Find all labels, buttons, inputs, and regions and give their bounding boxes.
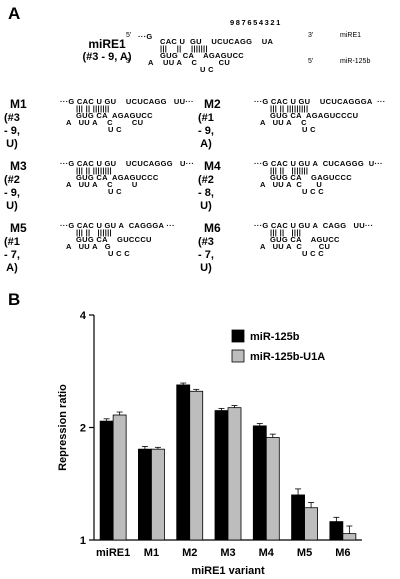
reference-pairs: ||| || ||||||| [160,44,208,53]
variant-bottom-extras: A UU A C CU [260,242,331,251]
y-axis-label: Repression ratio [57,384,69,471]
bar-mir125b [329,521,344,541]
legend-swatch [231,329,245,343]
x-axis-label: miRE1 variant [191,565,265,577]
variant-subname: (#1 - 7, A) [4,236,20,274]
reference-line3: GUG CA AGAGUCC [160,51,245,60]
variant-bottom-strand: GUG CA AGAGUCCCU [270,111,359,120]
reference-label-bottom: miR-125b [340,58,371,65]
x-tick-label: M3 [220,547,235,559]
variant-top-strand: ···G CAC U GU A CAGGGA ··· [60,221,175,230]
bar-mir125b [138,448,152,541]
variant-top-strand: ···G CAC U GU UCUCAGGG U··· [60,159,195,168]
variant-bottom-extras: A UU A G [66,242,111,251]
reference-name: miRE1 [88,37,126,51]
legend-label: miR-125b-U1A [250,351,325,363]
variant-bottom-extras: A UU A C U [66,180,138,189]
variant-pairs: ||| || ||||||| [270,166,309,175]
bar-mir125b [176,384,191,541]
bar-mir125b-u1a [189,390,204,541]
panel-b-letter: B [8,290,21,309]
variant-top-strand: ···G CAC U GU A CAGG UU··· [254,221,374,230]
reference-end-bottom: 5' [308,58,314,65]
x-tick-label: M4 [259,547,275,559]
variant-bottom-strand: GUG CA AGUCC [270,235,340,244]
variant-name: M5 [10,221,27,235]
x-tick-label: M5 [297,547,312,559]
variant-top-strand: ···G CAC U GU A CUCAGGG U··· [254,159,383,168]
variant-subname: (#2 - 8, U) [198,174,214,212]
variant-pairs: ||| || |||| [270,228,302,237]
x-tick-label: M1 [144,547,159,559]
reference-5prime: 5' [126,32,132,39]
variant-subname: (#3 - 9, U) [4,112,20,150]
bar-mir125b-u1a [227,407,242,541]
reference-bottom-extras: A UU A C CU [148,58,231,67]
variant-subname: (#3 - 7, U) [198,236,214,274]
variant-bottom-strand: GUG CA AGAGUCCC [76,173,159,182]
variant-subname: (#2 - 9, U) [4,174,20,212]
position-numbers: 987654321 [230,18,282,27]
variant-bottom-extras: A UU A C CU [66,118,144,127]
variant-loop: U C C [302,249,324,258]
variant-name: M4 [204,159,221,173]
bar-mir125b [99,420,114,541]
variant-name: M1 [10,97,27,111]
legend-swatch [231,349,245,363]
x-tick-label: M2 [182,547,197,559]
variant-loop: U C [108,125,122,134]
reference-end-top: 3' [308,32,314,39]
variant-pairs: ||| || ||||||| [76,104,110,113]
reference-loop: U C [200,65,214,74]
x-tick-label: miRE1 [96,547,130,559]
variant-loop: U C C [108,249,130,258]
variant-bottom-extras: A UU A C [260,118,307,127]
bar-mir125b [291,494,305,541]
reference-top-prefix: ···G [138,32,153,41]
variant-name: M3 [10,159,27,173]
y-tick-label: 2 [80,423,86,435]
variant-pairs: ||| || |||||||| [76,166,112,175]
panel-a-letter: A [8,4,21,23]
variant-top-strand: ···G CAC U GU UCUCAGG UU··· [60,97,194,106]
bar-mir125b-u1a [112,414,127,541]
reference-label-top: miRE1 [340,32,362,39]
bar-mir125b-u1a [265,437,280,541]
reference-3prime-bottom-start: 3' [126,58,132,65]
bar-mir125b [214,410,229,541]
x-tick-label: M6 [335,547,350,559]
variant-bottom-strand: GUG CA GUCCCU [76,235,152,244]
y-tick-label: 4 [80,310,87,322]
variant-pairs: ||| || ||||||||| [270,104,309,113]
variant-bottom-extras: A UU A C U [260,180,323,189]
bar-mir125b-u1a [151,448,165,541]
reference-line1: CAC U GU UCUCAGG UA [160,37,274,46]
variant-loop: U C C [302,187,324,196]
variant-pairs: ||| || |||||| [76,228,112,237]
variant-name: M6 [204,221,221,235]
bar-mir125b [252,425,267,541]
bar-mir125b-u1a [342,533,357,541]
legend-label: miR-125b [250,331,300,343]
variant-loop: U C [108,187,122,196]
variant-bottom-strand: GUG CA GAGUCCC [270,173,352,182]
variant-name: M2 [204,97,221,111]
reference-subname: (#3 - 9, A) [82,51,132,63]
variant-subname: (#1 - 9, A) [198,112,214,150]
y-tick-label: 1 [80,535,86,547]
bar-mir125b-u1a [304,507,318,541]
variant-loop: U C [302,125,316,134]
variant-bottom-strand: GUG CA AGAGUCC [76,111,153,120]
variant-top-strand: ···G CAC U GU UCUCAGGGA ··· [254,97,386,106]
